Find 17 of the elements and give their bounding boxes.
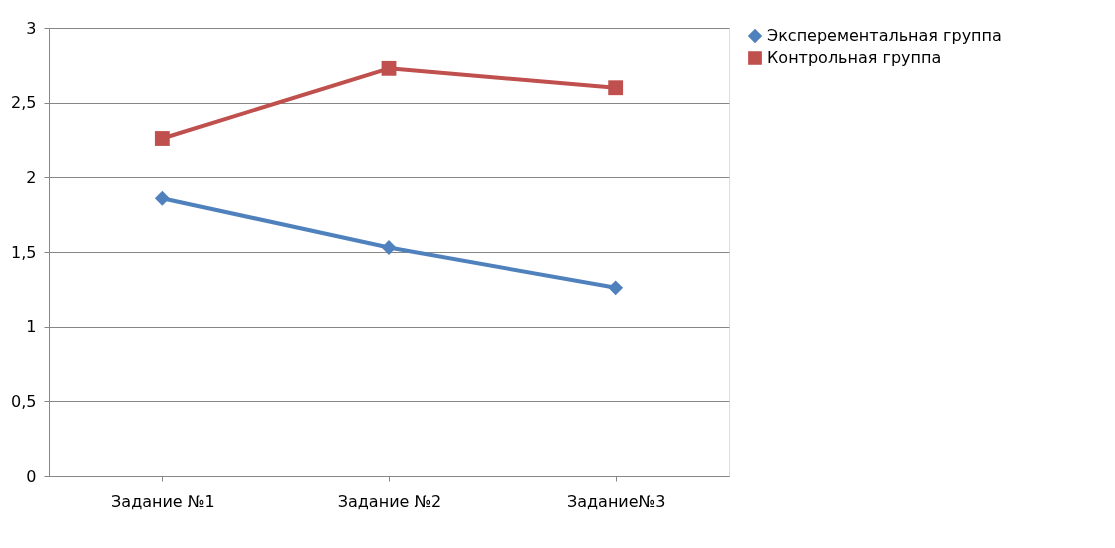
y-tick-label: 0,5: [11, 391, 37, 411]
point: [154, 131, 170, 146]
y-tick-label: 0: [26, 466, 37, 486]
legend-label: Эксперементальная группа: [767, 26, 1002, 45]
x-tick-label: Задание №2: [337, 491, 442, 511]
x-tick-label: Задание №1: [111, 491, 215, 511]
y-tick-label: 2: [26, 167, 37, 187]
x-tick-label: Задание№3: [566, 491, 666, 511]
point: [154, 190, 170, 206]
point: [381, 60, 397, 76]
legend-label: Контрольная группа: [767, 48, 942, 67]
point: [608, 80, 624, 96]
point: [608, 280, 624, 296]
y-tick-label: 2,5: [11, 93, 37, 113]
y-tick-label: 3: [26, 18, 37, 38]
y-tick-label: 1,5: [11, 242, 37, 262]
y-tick-label: 1: [26, 317, 37, 337]
